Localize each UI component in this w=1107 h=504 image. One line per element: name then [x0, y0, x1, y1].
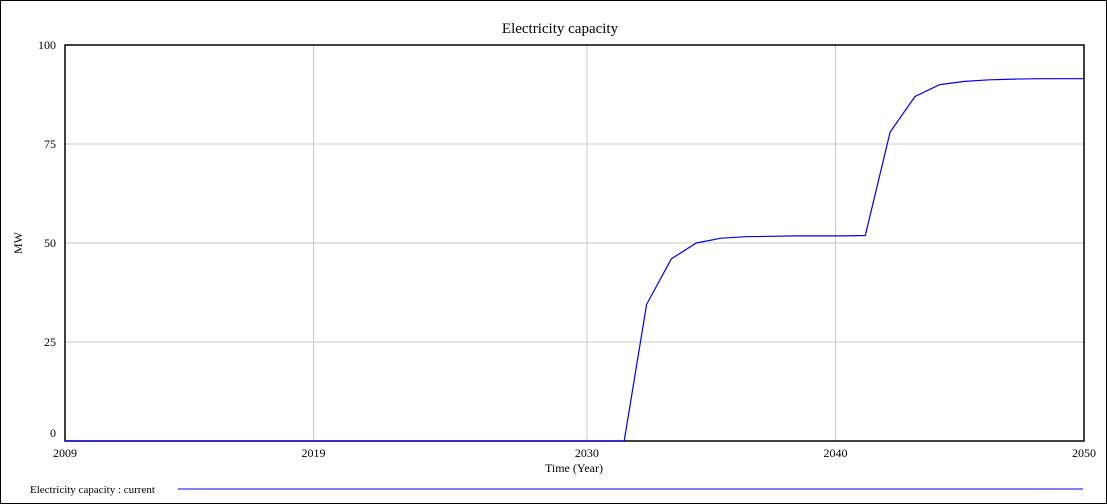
y-axis-label: MW [11, 231, 25, 254]
y-tick-label: 50 [44, 236, 56, 250]
grid-lines [65, 45, 1084, 441]
legend: Electricity capacity : current [30, 484, 1083, 496]
x-axis-label: Time (Year) [545, 461, 603, 475]
x-tick-label: 2050 [1072, 446, 1096, 460]
chart-title: Electricity capacity [502, 21, 619, 37]
y-tick-label: 75 [44, 137, 56, 151]
tick-labels: 2009 2019 2030 2040 2050 0 25 50 75 100 [38, 38, 1096, 460]
x-tick-label: 2040 [823, 446, 847, 460]
series-line-0 [65, 78, 1084, 442]
legend-series-label: Electricity capacity : current [30, 484, 155, 496]
y-tick-label: 25 [44, 335, 56, 349]
y-tick-label: 0 [50, 426, 56, 440]
x-tick-label: 2019 [302, 446, 326, 460]
x-tick-label: 2030 [575, 446, 599, 460]
series-layer [65, 78, 1084, 442]
y-tick-label: 100 [38, 38, 56, 52]
x-tick-label: 2009 [53, 446, 77, 460]
